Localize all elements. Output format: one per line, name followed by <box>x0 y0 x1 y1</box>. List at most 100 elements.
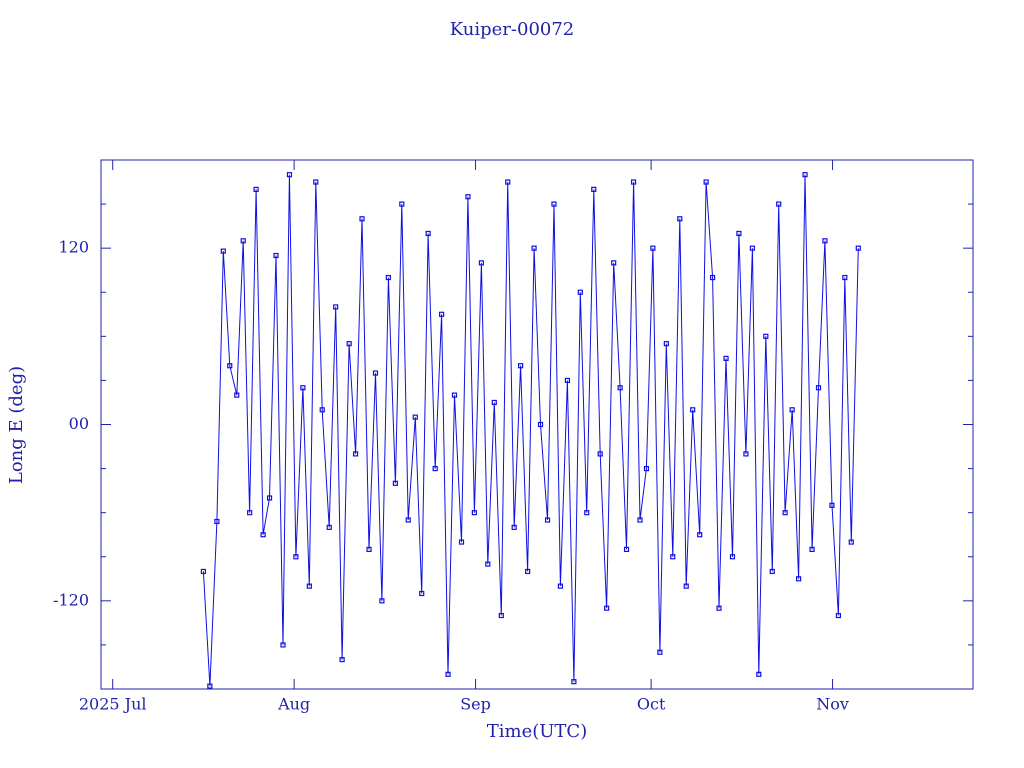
data-point <box>227 363 233 369</box>
data-point <box>617 385 623 391</box>
data-point <box>366 546 372 553</box>
data-point <box>518 363 524 369</box>
data-point <box>729 554 736 560</box>
data-point <box>822 238 828 244</box>
data-point <box>392 480 398 486</box>
data-point <box>326 524 332 530</box>
data-point <box>683 583 689 589</box>
data-point <box>525 568 531 575</box>
data-point <box>240 238 246 244</box>
data-point <box>214 518 220 525</box>
data-point <box>498 612 504 619</box>
data-point <box>478 260 485 266</box>
data-point <box>372 370 379 376</box>
data-point <box>789 407 795 413</box>
data-point <box>630 179 637 185</box>
x-tick-label: Aug <box>277 695 310 714</box>
data-point <box>247 510 253 516</box>
data-point <box>439 311 445 317</box>
data-point <box>756 671 762 677</box>
data-point <box>419 590 425 597</box>
data-point <box>425 230 431 237</box>
x-tick-label: 2025 Jul <box>79 695 147 714</box>
data-point <box>690 407 696 413</box>
data-point <box>300 385 306 391</box>
data-point <box>802 172 808 178</box>
data-point <box>306 583 312 589</box>
data-point <box>339 657 345 663</box>
data-point <box>604 605 610 611</box>
data-point <box>723 355 729 361</box>
data-point <box>611 260 617 266</box>
data-point <box>657 649 663 655</box>
data-point <box>829 502 835 508</box>
data-point <box>399 201 405 207</box>
data-point <box>505 179 511 185</box>
data-point <box>716 605 722 611</box>
data-point <box>200 568 207 575</box>
data-point <box>557 583 564 589</box>
data-point <box>293 554 299 560</box>
data-point <box>815 385 822 391</box>
data-point <box>451 392 458 398</box>
data-point <box>537 421 544 428</box>
data-point <box>207 683 213 689</box>
x-tick-label: Oct <box>637 695 666 714</box>
data-point <box>743 451 749 457</box>
data-point <box>465 194 471 200</box>
data-point <box>319 407 325 413</box>
data-point <box>677 216 683 222</box>
data-point <box>848 539 854 545</box>
data-point <box>260 532 266 538</box>
data-point <box>286 172 293 178</box>
y-axis-label: Long E (deg) <box>6 366 27 484</box>
data-point <box>359 216 365 222</box>
x-tick-label: Sep <box>460 695 491 714</box>
data-point <box>352 451 359 457</box>
x-tick-label: Nov <box>816 695 849 714</box>
data-point <box>405 517 411 523</box>
data-point <box>769 568 775 575</box>
data-point <box>577 289 583 295</box>
data-point <box>313 179 319 185</box>
data-point <box>670 554 676 560</box>
data-point <box>511 524 517 530</box>
data-point <box>266 495 273 501</box>
data-point <box>458 539 465 545</box>
data-point <box>643 465 650 472</box>
data-point <box>234 392 240 398</box>
data-point <box>749 245 755 251</box>
data-point <box>571 679 577 685</box>
data-point <box>379 598 385 604</box>
data-point <box>385 274 391 281</box>
y-tick-label: 120 <box>58 238 89 257</box>
data-point <box>623 546 630 553</box>
data-point <box>663 341 669 347</box>
data-point <box>333 304 339 310</box>
data-point <box>776 201 782 207</box>
data-point <box>782 510 788 516</box>
data-point <box>485 561 491 567</box>
data-point <box>412 414 418 420</box>
data-point <box>835 612 841 619</box>
data-point <box>584 510 590 516</box>
data-point <box>273 252 279 259</box>
data-point <box>531 245 537 251</box>
data-point <box>471 510 477 516</box>
data-point <box>650 245 656 251</box>
data-point <box>253 186 259 192</box>
data-point <box>709 274 716 281</box>
data-point <box>544 517 551 523</box>
data-point <box>551 201 557 207</box>
data-point <box>697 532 703 538</box>
data-point <box>736 230 742 237</box>
data-point <box>445 671 451 677</box>
data-layer <box>200 172 861 689</box>
data-point <box>703 179 709 185</box>
data-point <box>280 642 286 648</box>
data-point <box>346 341 352 347</box>
data-point <box>597 451 603 457</box>
data-point <box>809 546 815 553</box>
data-point <box>220 248 226 254</box>
